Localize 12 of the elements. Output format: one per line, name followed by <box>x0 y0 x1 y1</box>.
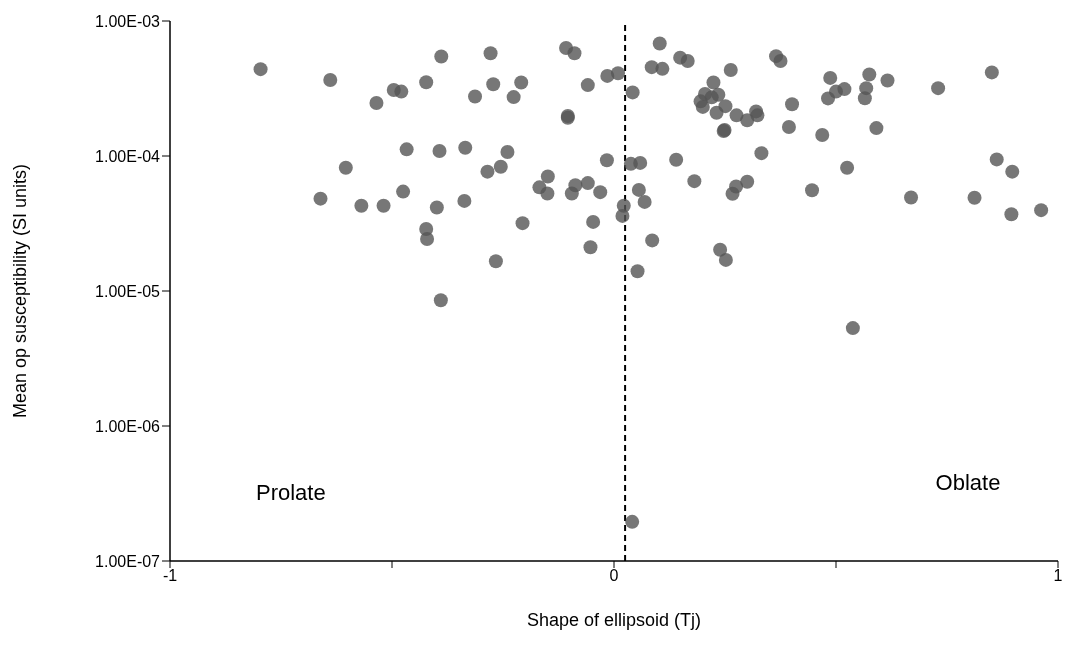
x-tick-label: 1 <box>1053 567 1063 585</box>
annotation: Prolate <box>256 480 326 506</box>
x-tick-label: -1 <box>162 567 178 585</box>
x-tick-label: 0 <box>609 567 619 585</box>
y-tick-label: 1.00E-04 <box>95 147 161 165</box>
x-axis-title: Shape of ellipsoid (Tj) <box>526 610 702 630</box>
y-axis-title: Mean op susceptibility (SI units) <box>10 163 31 419</box>
y-tick-label: 1.00E-06 <box>95 417 161 435</box>
y-tick-label: 1.00E-03 <box>95 12 161 30</box>
y-tick-label: 1.00E-07 <box>95 552 161 570</box>
y-tick-label: 1.00E-05 <box>95 282 161 300</box>
annotation: Oblate <box>935 470 1001 496</box>
